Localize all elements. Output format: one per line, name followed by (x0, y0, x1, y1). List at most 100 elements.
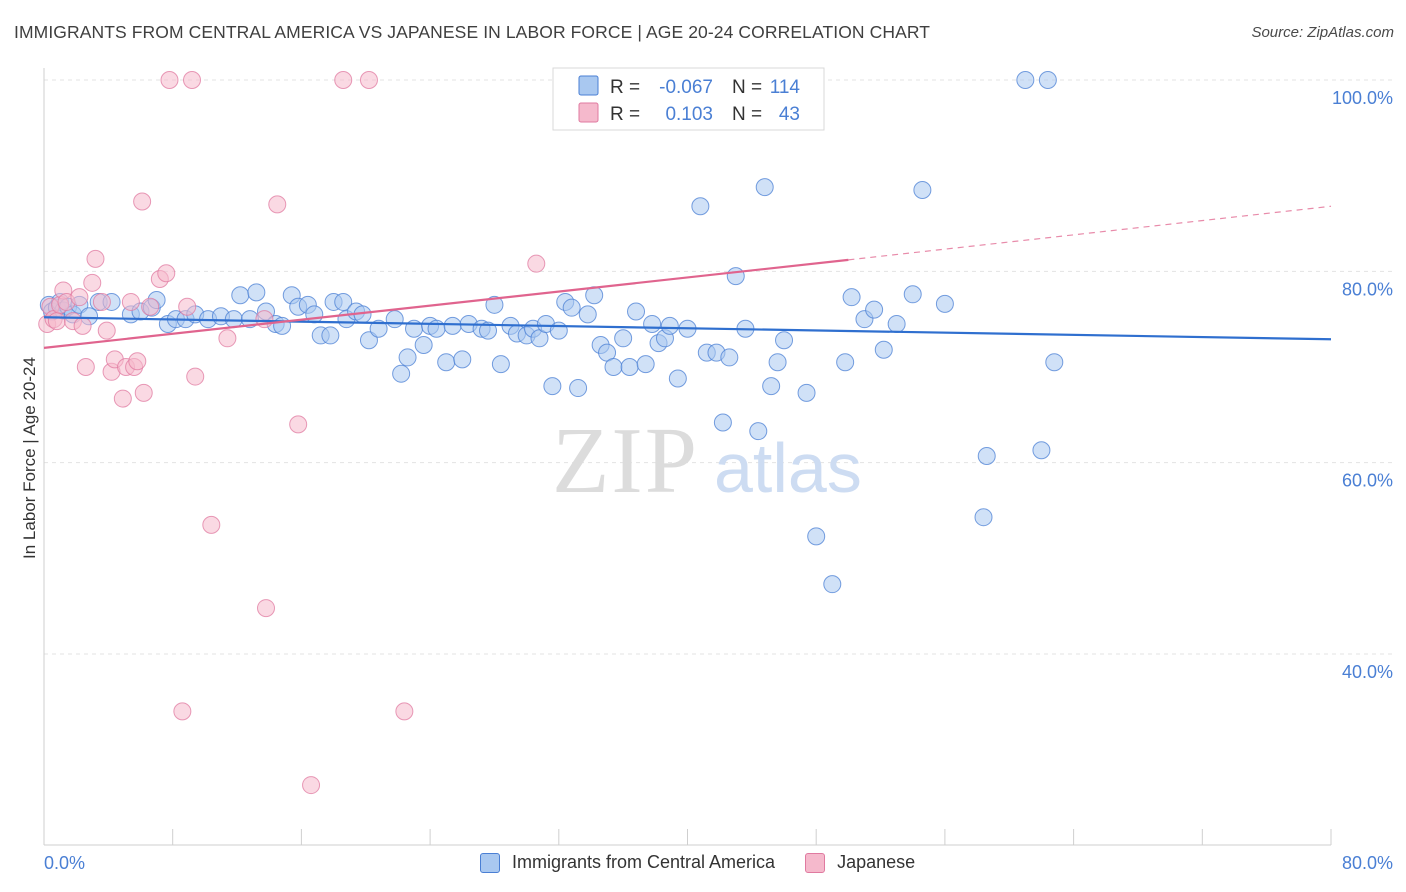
point-immigrants (903, 285, 922, 304)
stats-legend: R = -0.067 N = 114 R = 0.103 N = 43 (552, 67, 825, 131)
point-immigrants (668, 369, 687, 388)
point-immigrants (935, 294, 954, 313)
watermark-atlas: atlas (714, 429, 862, 507)
point-immigrants (453, 350, 472, 369)
point-immigrants (247, 283, 266, 302)
point-japanese (268, 195, 287, 214)
trend-line-immigrants (43, 316, 1332, 341)
point-japanese (160, 71, 179, 89)
point-japanese (186, 367, 205, 386)
x-tick-label-min: 0.0% (44, 853, 85, 873)
legend-n-value-blue: 114 (770, 77, 801, 98)
point-immigrants (359, 331, 378, 350)
point-immigrants (643, 314, 662, 333)
point-immigrants (807, 527, 826, 546)
legend-r-label-blue: R = (610, 77, 640, 98)
point-japanese (76, 358, 95, 376)
point-japanese (92, 292, 111, 311)
point-immigrants (620, 358, 639, 376)
point-immigrants (1038, 71, 1057, 89)
point-immigrants (369, 319, 388, 338)
legend-swatch-blue (578, 75, 599, 96)
legend-item-japanese: Japanese (805, 852, 915, 873)
x-tick-labels: 0.0% 80.0% (44, 853, 1393, 873)
point-japanese (202, 515, 221, 534)
point-immigrants (762, 377, 781, 396)
y-tick-labels: 40.0% 60.0% 80.0% 100.0% (1332, 88, 1393, 682)
legend-swatch-pink (578, 102, 599, 123)
point-immigrants (437, 353, 456, 372)
point-japanese (157, 264, 176, 283)
point-immigrants (491, 355, 510, 374)
point-immigrants (414, 335, 433, 354)
legend-item-immigrants: Immigrants from Central America (480, 852, 775, 873)
y-tick-label: 100.0% (1332, 88, 1393, 108)
y-tick-label: 60.0% (1342, 471, 1393, 491)
point-immigrants (604, 358, 623, 376)
point-immigrants (1016, 71, 1035, 89)
point-immigrants (443, 316, 462, 335)
legend-label-immigrants: Immigrants from Central America (512, 852, 776, 872)
bottom-swatch-blue (480, 852, 500, 873)
point-immigrants (823, 575, 842, 594)
point-immigrants (392, 364, 411, 383)
point-immigrants (543, 377, 562, 396)
point-immigrants (578, 305, 597, 324)
y-axis-label: In Labor Force | Age 20-24 (20, 357, 39, 559)
watermark-zip: ZIP (552, 409, 699, 513)
bottom-legend: Immigrants from Central America Japanese (480, 852, 945, 873)
source-label: Source: ZipAtlas.com (1251, 24, 1394, 41)
point-immigrants (485, 295, 504, 314)
point-immigrants (768, 353, 787, 372)
trend-line-japanese (43, 258, 849, 349)
legend-n-label-blue: N = (732, 77, 762, 98)
point-immigrants (224, 310, 243, 329)
point-japanese (134, 383, 153, 402)
point-immigrants (842, 288, 861, 307)
point-immigrants (720, 348, 739, 367)
point-immigrants (977, 446, 996, 465)
point-japanese (527, 254, 546, 273)
point-immigrants (385, 310, 404, 329)
y-tick-label: 80.0% (1342, 279, 1393, 299)
point-immigrants (874, 340, 893, 359)
point-immigrants (569, 379, 588, 398)
point-japanese (289, 415, 308, 434)
point-immigrants (755, 178, 774, 197)
y-tick-label: 40.0% (1342, 662, 1393, 682)
legend-n-label-pink: N = (732, 104, 762, 125)
point-immigrants (398, 348, 417, 367)
point-immigrants (627, 302, 646, 321)
axes (43, 68, 1332, 846)
point-japanese (73, 316, 92, 335)
point-japanese (121, 292, 140, 311)
point-immigrants (614, 329, 633, 348)
legend-r-value-blue: -0.067 (659, 77, 713, 98)
point-immigrants (865, 300, 884, 319)
point-japanese (334, 71, 353, 89)
point-immigrants (691, 197, 710, 216)
chart-title: IMMIGRANTS FROM CENTRAL AMERICA VS JAPAN… (14, 22, 931, 42)
point-immigrants (660, 316, 679, 335)
x-tick-label-max: 80.0% (1342, 853, 1393, 873)
trend-line-japanese-projection (848, 205, 1332, 261)
point-japanese (47, 312, 66, 331)
point-japanese (359, 71, 378, 89)
point-immigrants (749, 422, 768, 441)
series-japanese (38, 71, 546, 795)
point-immigrants (562, 298, 581, 317)
point-japanese (183, 71, 202, 89)
point-japanese (395, 702, 414, 721)
point-immigrants (334, 292, 353, 311)
point-immigrants (836, 353, 855, 372)
grid-lines (44, 79, 1392, 655)
point-japanese (83, 273, 102, 292)
point-japanese (257, 599, 276, 618)
legend-label-japanese: Japanese (837, 852, 916, 872)
point-immigrants (775, 331, 794, 350)
trend-lines (43, 205, 1332, 349)
point-japanese (302, 776, 321, 795)
point-immigrants (726, 267, 745, 286)
point-japanese (113, 389, 132, 408)
